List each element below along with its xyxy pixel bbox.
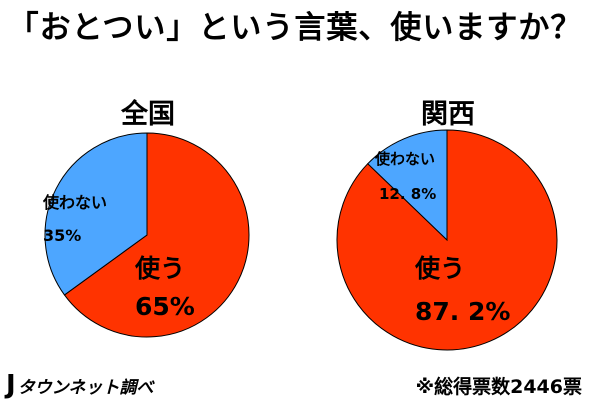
slice-value-kansai-not-use: 12. 8% (379, 185, 436, 203)
slice-value-national-use: 65% (135, 292, 195, 321)
slice-value-kansai-use: 87. 2% (415, 297, 510, 326)
pie-slice-kansai-not-use (367, 129, 448, 242)
slice-label-kansai-use: 使う (414, 254, 465, 283)
vote-count-note: ※総得票数2446票 (415, 376, 582, 398)
source-logo-mark: J (6, 370, 16, 400)
source-text: タウンネット調べ (17, 378, 154, 398)
chart-title-kansai: 関西 (421, 99, 475, 130)
page-title: 「おとつい」という言葉、使いますか？ (7, 10, 583, 46)
slice-label-kansai-not-use: 使わない (374, 150, 435, 168)
pie-slice-national-not-use (44, 132, 148, 296)
chart-title-national: 全国 (121, 99, 175, 130)
pie-slice-national-use (63, 132, 250, 338)
slice-label-national-use: 使う (134, 254, 185, 283)
slice-value-national-not-use: 35% (43, 226, 81, 245)
source-credit: J タウンネット調べ (6, 370, 153, 400)
slice-label-national-not-use: 使わない (42, 193, 107, 212)
